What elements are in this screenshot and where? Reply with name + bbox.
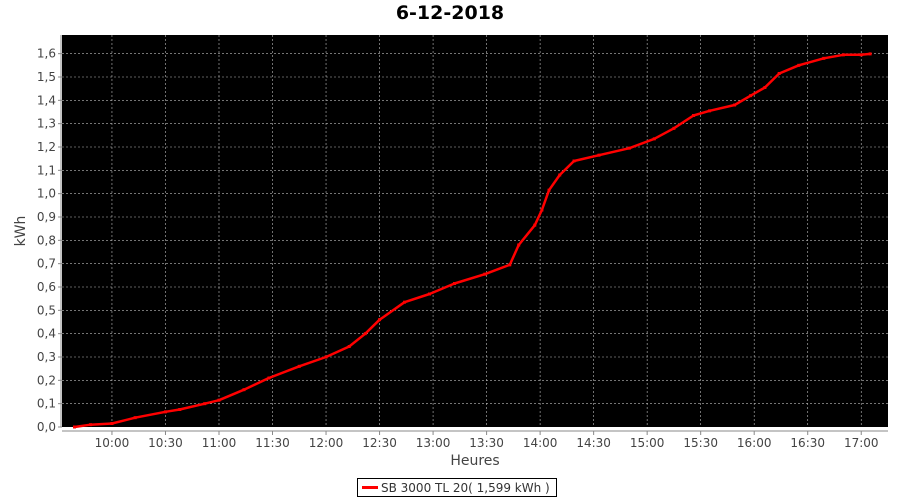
y-tick-label: 0,9 bbox=[37, 210, 56, 224]
data-point bbox=[403, 300, 407, 304]
data-point bbox=[110, 422, 114, 425]
data-point bbox=[178, 408, 182, 411]
y-tick-label: 0,7 bbox=[37, 257, 56, 271]
data-point bbox=[868, 52, 872, 56]
x-tick-label: 11:30 bbox=[255, 436, 290, 450]
data-point bbox=[749, 94, 753, 98]
data-point bbox=[822, 56, 826, 60]
data-point bbox=[89, 423, 93, 427]
y-tick-label: 0,0 bbox=[37, 420, 56, 434]
data-point bbox=[347, 345, 351, 348]
data-point bbox=[378, 318, 382, 322]
data-point bbox=[572, 159, 576, 163]
data-point bbox=[163, 410, 167, 414]
x-tick-label: 15:00 bbox=[630, 436, 665, 450]
data-point bbox=[797, 63, 801, 67]
y-tick-label: 0,6 bbox=[37, 280, 56, 294]
y-tick-label: 0,3 bbox=[37, 350, 56, 364]
x-tick-label: 11:00 bbox=[202, 436, 237, 450]
data-point bbox=[763, 86, 767, 89]
data-point bbox=[708, 109, 712, 113]
chart-title: 6-12-2018 bbox=[395, 2, 505, 24]
x-tick-label: 15:30 bbox=[683, 436, 718, 450]
data-point bbox=[508, 263, 512, 267]
data-point bbox=[72, 425, 76, 429]
x-tick-label: 13:30 bbox=[469, 436, 504, 450]
data-point bbox=[133, 416, 137, 420]
y-tick-label: 1,4 bbox=[37, 93, 56, 107]
y-tick-label: 0,1 bbox=[37, 397, 56, 411]
x-tick-label: 14:30 bbox=[576, 436, 611, 450]
x-tick-label: 13:00 bbox=[416, 436, 451, 450]
data-point bbox=[483, 272, 487, 276]
x-tick-label: 14:00 bbox=[523, 436, 558, 450]
data-point bbox=[597, 153, 601, 157]
data-point bbox=[428, 292, 432, 296]
data-point bbox=[242, 388, 246, 392]
data-point bbox=[692, 114, 696, 117]
plot-area bbox=[62, 35, 888, 427]
data-point bbox=[517, 243, 521, 247]
data-point bbox=[203, 402, 207, 406]
x-tick-label: 16:00 bbox=[737, 436, 772, 450]
data-point bbox=[363, 332, 367, 336]
data-point bbox=[547, 188, 551, 192]
y-tick-label: 0,2 bbox=[37, 373, 56, 387]
data-point bbox=[217, 398, 221, 402]
y-tick-label: 1,0 bbox=[37, 187, 56, 201]
x-tick-label: 16:30 bbox=[790, 436, 825, 450]
legend: SB 3000 TL 20( 1,599 kWh ) bbox=[357, 478, 557, 497]
data-point bbox=[267, 376, 271, 380]
data-point bbox=[859, 53, 863, 57]
data-point bbox=[533, 223, 537, 227]
data-point bbox=[672, 126, 676, 130]
data-point bbox=[540, 208, 544, 212]
data-point bbox=[733, 103, 737, 107]
legend-label: SB 3000 TL 20( 1,599 kWh ) bbox=[381, 480, 550, 495]
x-tick-label: 17:00 bbox=[844, 436, 879, 450]
data-point bbox=[841, 53, 845, 57]
x-tick-label: 10:30 bbox=[148, 436, 183, 450]
data-point bbox=[777, 72, 781, 75]
legend-swatch bbox=[362, 486, 378, 489]
x-axis-label: Heures bbox=[450, 453, 499, 469]
x-tick-label: 12:00 bbox=[309, 436, 344, 450]
data-point bbox=[297, 364, 301, 368]
y-tick-label: 1,5 bbox=[37, 70, 56, 84]
data-point bbox=[627, 146, 631, 150]
x-tick-label: 10:00 bbox=[95, 436, 130, 450]
y-tick-label: 1,6 bbox=[37, 47, 56, 61]
y-tick-label: 1,2 bbox=[37, 140, 56, 154]
y-axis-label: kWh bbox=[13, 216, 29, 247]
data-point bbox=[652, 137, 656, 141]
x-tick-label: 12:30 bbox=[362, 436, 397, 450]
data-point bbox=[558, 173, 562, 177]
data-point bbox=[452, 282, 456, 285]
y-tick-label: 0,5 bbox=[37, 303, 56, 317]
data-point bbox=[324, 355, 328, 359]
y-tick-label: 1,3 bbox=[37, 117, 56, 131]
y-tick-label: 1,1 bbox=[37, 163, 56, 177]
y-tick-label: 0,4 bbox=[37, 327, 56, 341]
y-tick-label: 0,8 bbox=[37, 233, 56, 247]
